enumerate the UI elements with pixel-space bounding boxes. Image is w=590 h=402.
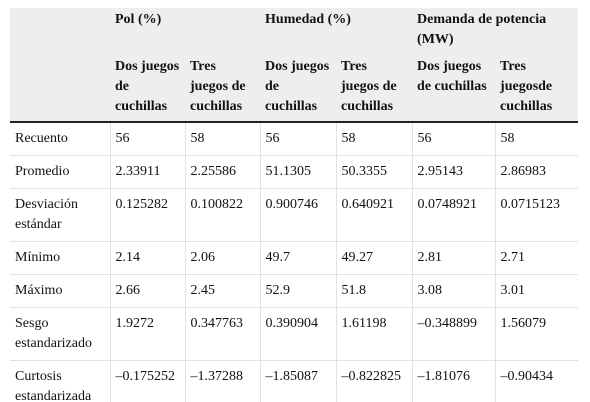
stats-table: Pol (%) Humedad (%) Demanda de potencia (M… bbox=[10, 8, 579, 402]
cell: 3.01 bbox=[495, 274, 579, 308]
group-header: Pol (%) bbox=[110, 8, 261, 52]
cell: 2.25586 bbox=[185, 155, 261, 189]
cell: 51.1305 bbox=[260, 155, 337, 189]
data-row: Recuento 56 58 56 58 56 58 bbox=[10, 122, 579, 156]
cell: 52.9 bbox=[260, 274, 337, 308]
data-row: Desviación estándar 0.125282 0.100822 0.900… bbox=[10, 188, 579, 242]
cell: 3.08 bbox=[412, 274, 496, 308]
group-row: Pol (%) Humedad (%) Demanda de potencia (M… bbox=[10, 8, 579, 52]
subheader: Tres juegos de cuchillas bbox=[336, 52, 413, 123]
cell: 2.95143 bbox=[412, 155, 496, 189]
cell: –1.81076 bbox=[412, 360, 496, 402]
corner-cell bbox=[10, 8, 110, 52]
row-label: Desviación estándar bbox=[10, 188, 111, 242]
row-label: Mínimo bbox=[10, 241, 111, 275]
data-row: Promedio 2.33911 2.25586 51.1305 50.3355 2.95… bbox=[10, 155, 579, 189]
corner-cell bbox=[10, 52, 110, 123]
cell: 50.3355 bbox=[336, 155, 413, 189]
table-header: Pol (%) Humedad (%) Demanda de potencia (M… bbox=[10, 8, 579, 123]
cell: 58 bbox=[336, 122, 413, 156]
cell: 56 bbox=[260, 122, 337, 156]
cell: –1.37288 bbox=[185, 360, 261, 402]
subheader: Dos juegos de cuchillas bbox=[412, 52, 496, 123]
cell: 51.8 bbox=[336, 274, 413, 308]
cell: 0.347763 bbox=[185, 307, 261, 361]
cell: –1.85087 bbox=[260, 360, 337, 402]
cell: 49.27 bbox=[336, 241, 413, 275]
cell: 56 bbox=[412, 122, 496, 156]
data-row: Máximo 2.66 2.45 52.9 51.8 3.08 3.01 bbox=[10, 274, 579, 308]
cell: 0.100822 bbox=[185, 188, 261, 242]
cell: 2.81 bbox=[412, 241, 496, 275]
cell: –0.175252 bbox=[110, 360, 186, 402]
subheader: Dos juegos de cuchillas bbox=[260, 52, 337, 123]
row-label: Sesgo estandarizado bbox=[10, 307, 111, 361]
subheader: Dos juegos de cuchillas bbox=[110, 52, 185, 123]
cell: –0.90434 bbox=[495, 360, 579, 402]
cell: 56 bbox=[110, 122, 186, 156]
cell: 1.61198 bbox=[336, 307, 413, 361]
cell: 2.71 bbox=[495, 241, 579, 275]
cell: 0.900746 bbox=[260, 188, 337, 242]
cell: 0.125282 bbox=[110, 188, 186, 242]
subheader: Tres juegos de cuchillas bbox=[185, 52, 261, 123]
cell: 2.06 bbox=[185, 241, 261, 275]
data-row: Mínimo 2.14 2.06 49.7 49.27 2.81 2.71 bbox=[10, 241, 579, 275]
cell: 0.0748921 bbox=[412, 188, 496, 242]
cell: 0.390904 bbox=[260, 307, 337, 361]
cell: 58 bbox=[495, 122, 579, 156]
data-row: Curtosis estandarizada –0.175252 –1.37288–… bbox=[10, 360, 579, 402]
cell: –0.348899 bbox=[412, 307, 496, 361]
cell: 2.14 bbox=[110, 241, 186, 275]
row-label: Recuento bbox=[10, 122, 111, 156]
cell: 58 bbox=[185, 122, 261, 156]
row-label: Máximo bbox=[10, 274, 111, 308]
data-row: Sesgo estandarizado 1.9272 0.347763 0.39090… bbox=[10, 307, 579, 361]
cell: 0.640921 bbox=[336, 188, 413, 242]
group-header: Demanda de potencia (MW) bbox=[412, 8, 579, 52]
cell: 2.33911 bbox=[110, 155, 186, 189]
cell: 2.66 bbox=[110, 274, 186, 308]
row-label: Promedio bbox=[10, 155, 111, 189]
cell: 0.0715123 bbox=[495, 188, 579, 242]
cell: –0.822825 bbox=[336, 360, 413, 402]
cell: 1.56079 bbox=[495, 307, 579, 361]
cell: 1.9272 bbox=[110, 307, 186, 361]
subheader: Tres juegosde cuchillas bbox=[495, 52, 579, 123]
subheader-row: Dos juegos de cuchillas Tres juegos de cu… bbox=[10, 52, 579, 123]
row-label: Curtosis estandarizada bbox=[10, 360, 111, 402]
cell: 49.7 bbox=[260, 241, 337, 275]
cell: 2.45 bbox=[185, 274, 261, 308]
table-body: Recuento 56 58 56 58 56 58 Promedio 2.33911 2.255… bbox=[10, 122, 579, 402]
cell: 2.86983 bbox=[495, 155, 579, 189]
group-header: Humedad (%) bbox=[260, 8, 413, 52]
table-container: Pol (%) Humedad (%) Demanda de potencia (M… bbox=[10, 8, 580, 402]
